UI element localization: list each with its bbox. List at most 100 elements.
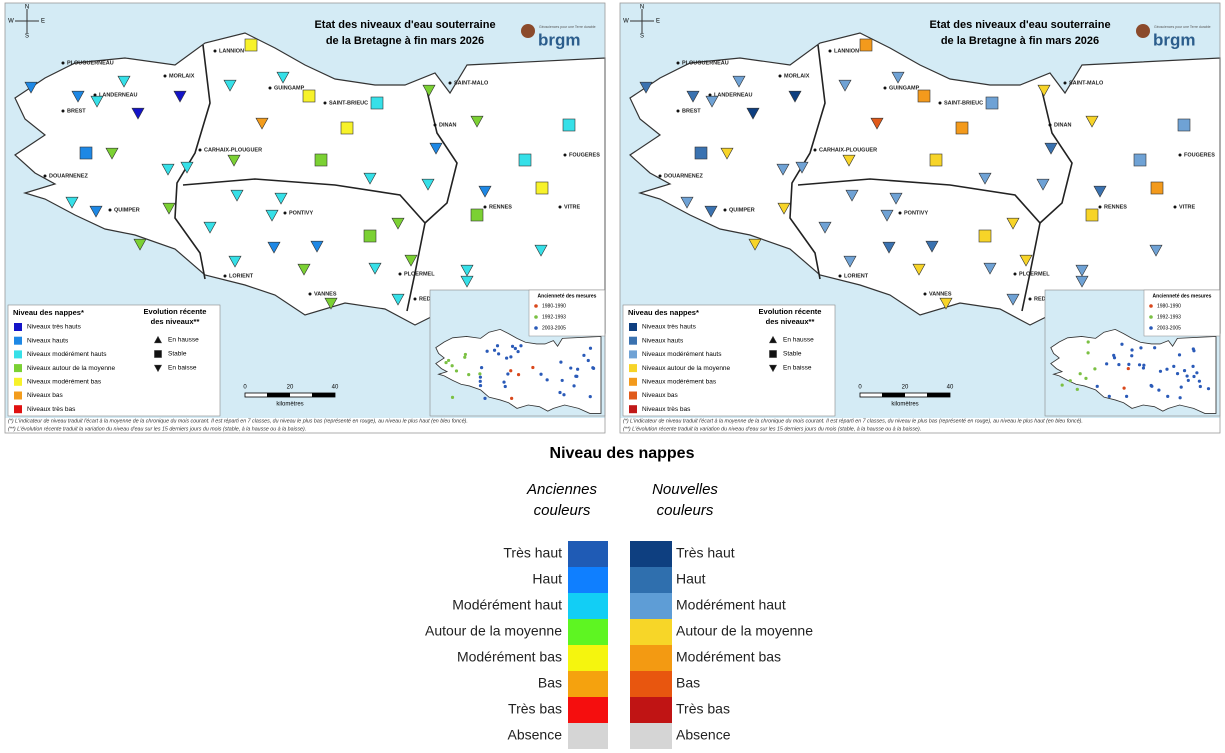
inset-station xyxy=(1078,372,1082,376)
station-marker xyxy=(838,79,852,92)
city-label: PONTIVY xyxy=(904,210,928,216)
station-marker xyxy=(788,90,802,103)
legend-item: Niveaux autour de la moyenne xyxy=(27,365,116,372)
comparison-title: Niveau des nappes xyxy=(550,445,695,462)
new-label: Très bas xyxy=(676,701,730,717)
department-border xyxy=(174,44,211,280)
inset-station xyxy=(1186,378,1190,383)
inset-station xyxy=(510,396,514,400)
city-dot xyxy=(676,61,680,65)
inset-legend-item: 1992-1993 xyxy=(1157,314,1181,320)
station-marker xyxy=(818,221,832,234)
scale-bar xyxy=(882,393,905,397)
new-label: Absence xyxy=(676,727,731,743)
city-dot xyxy=(563,153,567,157)
inset-station xyxy=(1060,383,1064,387)
footnote: (**) L'évolution récente traduit la vari… xyxy=(8,426,306,432)
city-label: DINAN xyxy=(1054,122,1071,128)
station-marker xyxy=(1150,181,1164,195)
station-marker xyxy=(705,95,719,108)
inset-station xyxy=(582,353,586,357)
city-label: VANNES xyxy=(929,291,952,297)
inset-station xyxy=(463,352,468,357)
station-marker xyxy=(978,172,992,185)
inset-station xyxy=(569,366,573,370)
city-dot xyxy=(413,297,417,301)
inset-station xyxy=(463,355,467,359)
scale-label: 20 xyxy=(287,385,294,391)
compass-letter: S xyxy=(640,34,644,40)
city-label: REDON xyxy=(419,296,439,302)
city-label: SAINT-MALO xyxy=(454,80,489,86)
panel-border xyxy=(619,2,1221,434)
scale-bar xyxy=(312,393,335,397)
city-label: FOUGERES xyxy=(1184,152,1215,158)
city-label: BREST xyxy=(682,108,701,114)
city-dot xyxy=(323,101,327,105)
station-marker xyxy=(154,350,162,358)
compass-letter: E xyxy=(656,19,660,25)
station-marker xyxy=(925,240,939,253)
legend-item: Niveaux bas xyxy=(27,392,64,399)
scale-unit: kilomètres xyxy=(891,402,918,408)
station-marker xyxy=(776,163,790,176)
scale-label: 0 xyxy=(243,385,247,391)
city-label: VITRE xyxy=(564,204,581,210)
station-marker xyxy=(153,364,163,373)
evolution-item: En hausse xyxy=(783,337,814,344)
city-label: SAINT-MALO xyxy=(1069,80,1104,86)
inset-station xyxy=(545,378,549,382)
station-marker xyxy=(276,71,290,84)
city-dot xyxy=(723,208,727,212)
inset-station xyxy=(1206,387,1211,391)
city-label: GUINGAMP xyxy=(274,85,305,91)
inset-station xyxy=(1172,364,1176,368)
station-marker xyxy=(267,241,281,254)
inset-station xyxy=(1175,371,1180,376)
inset-station xyxy=(558,390,562,395)
station-marker xyxy=(161,163,175,176)
station-marker xyxy=(704,205,718,218)
evolution-title: des niveaux** xyxy=(766,317,815,326)
inset-station xyxy=(1178,396,1182,400)
station-marker xyxy=(859,38,873,52)
compass-letter: N xyxy=(640,5,644,11)
legend-title: Niveau des nappes* xyxy=(628,308,699,317)
legend-swatch xyxy=(629,323,637,331)
inset-station xyxy=(531,365,535,370)
station-marker xyxy=(686,90,700,103)
city-label: BREST xyxy=(67,108,86,114)
inset-station xyxy=(497,352,501,356)
inset-station xyxy=(1179,385,1183,389)
inset-legend-dot xyxy=(1149,326,1153,330)
inset-station xyxy=(510,344,515,349)
legend-swatch xyxy=(629,391,637,400)
city-dot xyxy=(838,274,842,278)
city-dot xyxy=(398,272,402,276)
station-marker xyxy=(265,209,279,222)
inset-legend-box xyxy=(1143,289,1221,337)
station-marker xyxy=(223,79,237,92)
legend-box xyxy=(622,304,836,417)
legend-item: Niveaux très bas xyxy=(642,406,691,413)
logo: brgm xyxy=(538,30,581,49)
inset-legend-item: 1992-1993 xyxy=(542,314,566,320)
old-header: Anciennes xyxy=(526,481,598,498)
city-dot xyxy=(108,208,112,212)
inset-legend-dot xyxy=(1149,304,1153,308)
inset-legend-item: 2003-2005 xyxy=(542,325,566,331)
inset-station xyxy=(560,378,564,383)
inset-station xyxy=(1086,340,1090,344)
station-marker xyxy=(891,71,905,84)
inset-station xyxy=(479,365,484,370)
station-marker xyxy=(117,75,131,88)
station-marker xyxy=(535,181,549,195)
station-marker xyxy=(748,238,762,251)
inset-station xyxy=(1093,367,1097,371)
city-dot xyxy=(1028,297,1032,301)
station-marker xyxy=(845,189,859,202)
inset-station xyxy=(1153,346,1157,350)
inset-station xyxy=(516,349,520,354)
logo-tagline: Géosciences pour une Terre durable xyxy=(1154,25,1211,29)
scale-label: 40 xyxy=(332,385,339,391)
